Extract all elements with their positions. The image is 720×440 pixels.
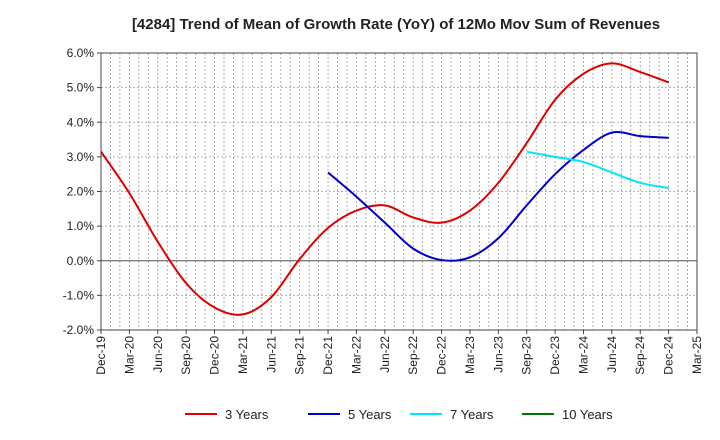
legend-label-3: 7 Years — [450, 407, 494, 422]
x-tick-label: Dec-23 — [548, 336, 562, 375]
series-line-1 — [100, 62, 669, 316]
series-line-3 — [526, 150, 669, 190]
chart-title: [4284] Trend of Mean of Growth Rate (YoY… — [132, 16, 660, 33]
y-tick-label: 1.0% — [67, 219, 95, 233]
x-tick-label: Sep-21 — [293, 336, 307, 375]
x-tick-label: Mar-21 — [236, 336, 250, 374]
x-tick-label: Dec-21 — [321, 336, 335, 375]
x-tick-label: Mar-24 — [576, 336, 590, 374]
x-tick-label: Dec-19 — [94, 336, 108, 375]
legend: 3 Years 5 Years 7 Years 10 Years — [185, 407, 613, 422]
x-tick-label: Sep-23 — [520, 336, 534, 375]
legend-label-4: 10 Years — [562, 407, 613, 422]
y-tick-label: 5.0% — [67, 81, 95, 95]
y-tick-label: -2.0% — [63, 323, 95, 337]
x-tick-label: Mar-22 — [349, 336, 363, 374]
x-axis-ticks: Dec-19 Mar-20 Jun-20 Sep-20 Dec-20 Mar-21 Jun-… — [94, 330, 704, 375]
x-tick-label: Sep-20 — [179, 336, 193, 375]
x-tick-label: Jun-22 — [378, 336, 392, 373]
y-axis-ticks: -2.0% -1.0% 0.0% 1.0% 2.0% 3.0% 4.0% 5.0% 6.0% — [63, 46, 101, 337]
x-tick-label: Mar-23 — [463, 336, 477, 374]
x-tick-label: Jun-24 — [605, 336, 619, 373]
x-tick-label: Dec-22 — [435, 336, 449, 375]
x-tick-label: Sep-24 — [633, 336, 647, 375]
x-tick-label: Mar-20 — [122, 336, 136, 374]
series-lines — [100, 62, 669, 316]
y-tick-label: 0.0% — [67, 254, 95, 268]
x-tick-label: Jun-20 — [151, 336, 165, 373]
y-tick-label: 6.0% — [67, 46, 95, 60]
y-tick-label: -1.0% — [63, 288, 95, 302]
legend-label-2: 5 Years — [348, 407, 392, 422]
y-tick-label: 4.0% — [67, 115, 95, 129]
x-tick-label: Mar-25 — [690, 336, 704, 374]
x-tick-label: Dec-20 — [208, 336, 222, 375]
series-line-2 — [327, 131, 669, 262]
y-tick-label: 2.0% — [67, 185, 95, 199]
y-tick-label: 3.0% — [67, 150, 95, 164]
x-tick-label: Jun-23 — [491, 336, 505, 373]
x-tick-label: Dec-24 — [662, 336, 676, 375]
x-tick-label: Sep-22 — [406, 336, 420, 375]
x-tick-label: Jun-21 — [264, 336, 278, 373]
legend-label-1: 3 Years — [225, 407, 269, 422]
